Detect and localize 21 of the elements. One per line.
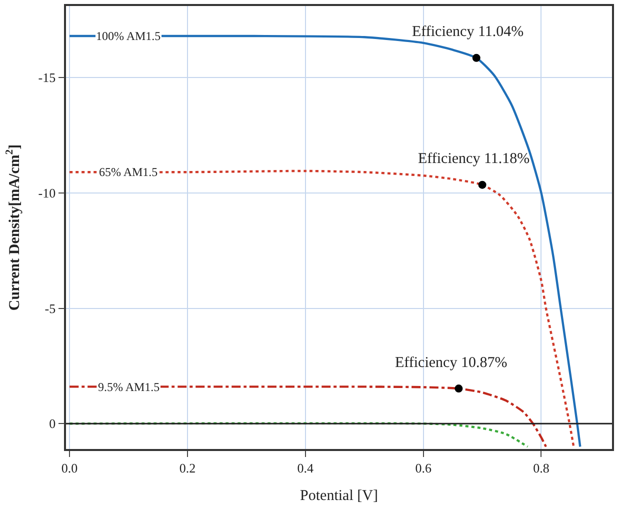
x-tick-label: 0.2 bbox=[179, 460, 196, 476]
point bbox=[478, 180, 486, 189]
x-tick-label: 0.0 bbox=[61, 460, 78, 476]
point bbox=[454, 384, 463, 393]
x-axis-title: Potential [V] bbox=[300, 488, 378, 504]
annotation: Efficiency 11.18% bbox=[418, 151, 530, 167]
line-series bbox=[68, 170, 575, 448]
y-tick-label: -15 bbox=[38, 70, 56, 86]
annotation: Efficiency 10.87% bbox=[395, 355, 508, 371]
x-tick-label: 0.4 bbox=[297, 460, 314, 476]
point bbox=[472, 54, 480, 62]
line-series bbox=[68, 422, 529, 448]
series-label: 9.5% AM1.5 bbox=[98, 380, 160, 394]
x-tick-label: 0.6 bbox=[415, 460, 432, 476]
series-label: 100% AM1.5 bbox=[96, 29, 161, 43]
annotation: Efficiency 11.04% bbox=[412, 24, 524, 40]
y-tick-label: -10 bbox=[38, 185, 56, 200]
series-label: 65% AM1.5 bbox=[99, 165, 158, 179]
x-tick-label: 0.8 bbox=[533, 460, 550, 476]
y-tick-label: 0 bbox=[49, 416, 56, 432]
y-tick-label: -5 bbox=[44, 300, 56, 316]
